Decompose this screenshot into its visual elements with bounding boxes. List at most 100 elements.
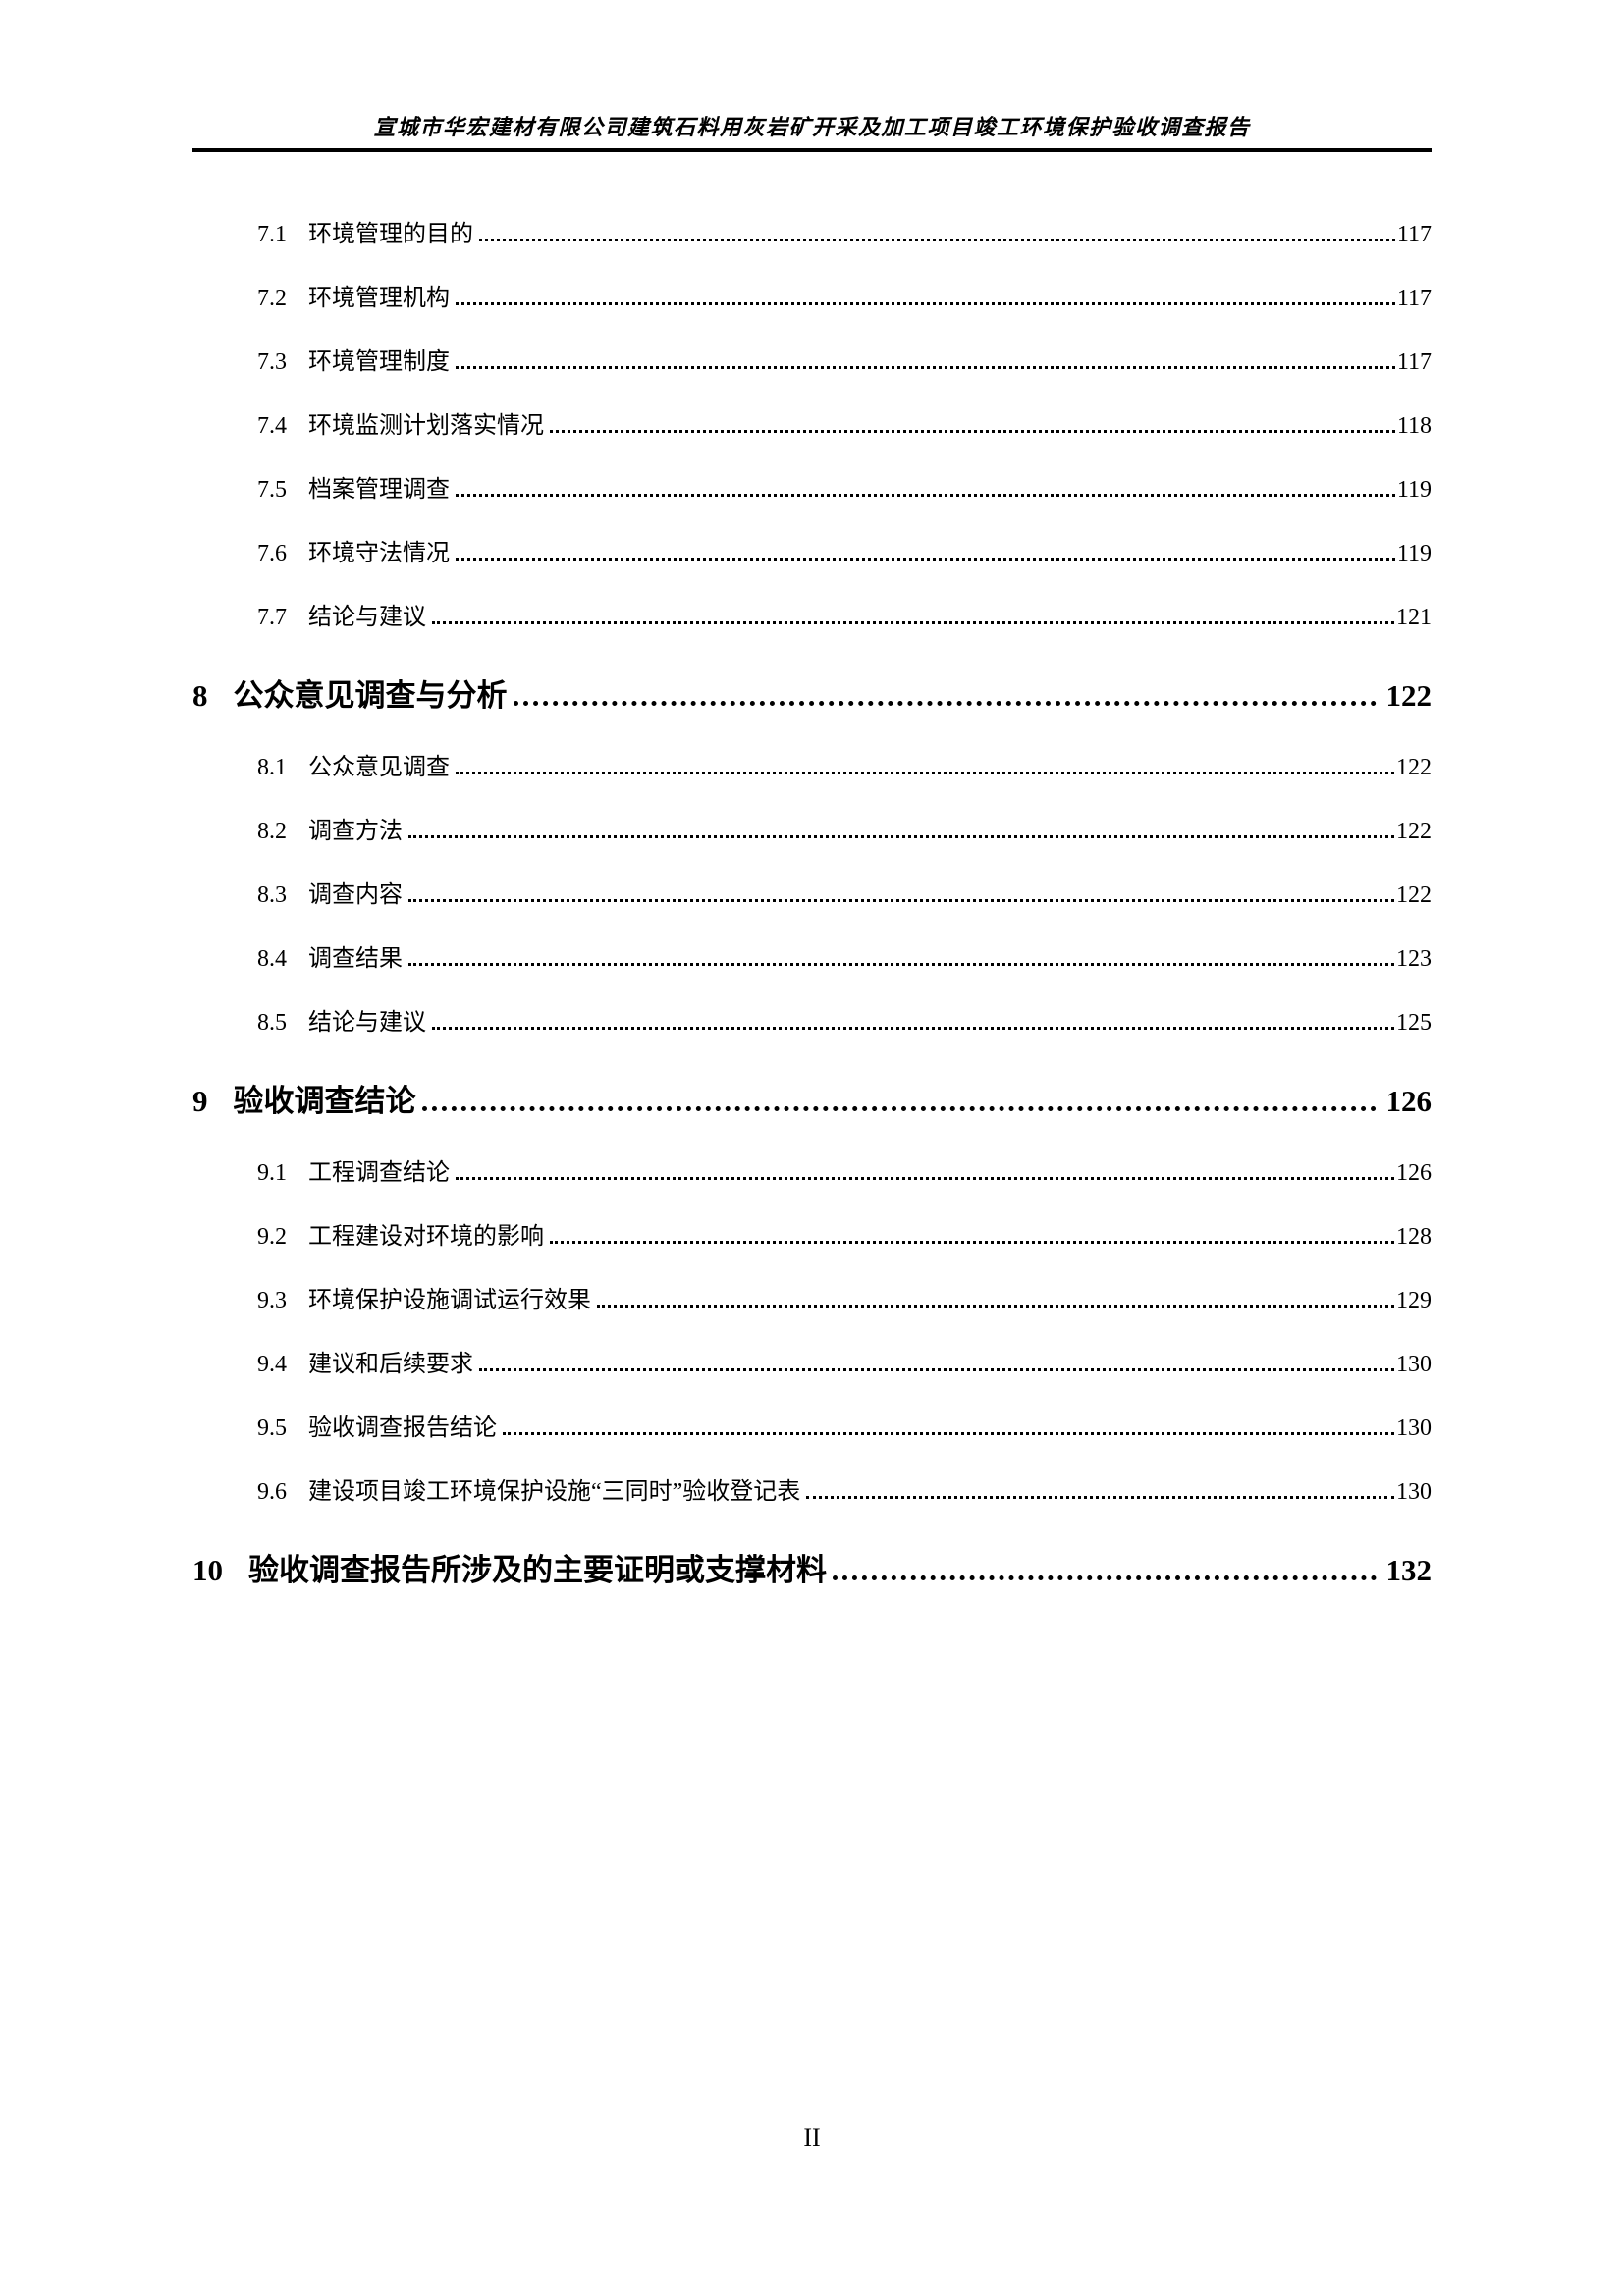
toc-entry-page: 121	[1396, 605, 1432, 630]
toc-entry-title: 公众意见调查	[308, 755, 450, 780]
toc-entry-page: 126	[1385, 1084, 1433, 1118]
dot-leader	[456, 772, 1394, 774]
toc-entry-number: 7.1	[257, 222, 287, 247]
toc-entry-page: 119	[1396, 477, 1432, 503]
dot-leader	[550, 1241, 1394, 1244]
toc-entry-title: 结论与建议	[308, 1010, 426, 1036]
toc-entry-title: 档案管理调查	[308, 477, 450, 503]
toc-entry-number: 9.2	[257, 1224, 287, 1250]
dot-leader	[456, 1177, 1394, 1180]
toc-entry-number: 7.4	[257, 413, 287, 439]
toc-entry-number: 8	[192, 678, 208, 713]
toc-entry-number: 7.2	[257, 286, 287, 311]
toc-entry-page: 118	[1396, 413, 1432, 439]
toc-entry: 7.1 环境管理的目的 117	[192, 192, 1432, 256]
toc-entry-page: 122	[1396, 819, 1432, 844]
toc-entry-page: 117	[1396, 286, 1432, 311]
toc-entry-number: 9.1	[257, 1160, 287, 1186]
toc-entry-page: 117	[1396, 349, 1432, 375]
dot-leader	[432, 621, 1394, 624]
toc-entry-title: 环境管理制度	[308, 349, 450, 375]
toc-entry: 7.7 结论与建议 121	[192, 575, 1432, 639]
toc-entry-title: 环境管理的目的	[308, 222, 473, 247]
dot-leader	[432, 1027, 1394, 1030]
dot-leader	[479, 1368, 1394, 1371]
dot-leader	[456, 366, 1395, 369]
toc-entry-title: 验收调查结论	[233, 1084, 416, 1118]
toc-entry-number: 9	[192, 1084, 208, 1118]
toc-entry-title: 验收调查报告结论	[308, 1415, 497, 1441]
footer-page-number: II	[803, 2123, 821, 2152]
toc-entry-number: 7.7	[257, 605, 287, 630]
toc-entry-title: 调查方法	[308, 819, 403, 844]
toc-entry-page: 122	[1396, 882, 1432, 908]
toc-entry-page: 122	[1385, 678, 1433, 713]
toc-entry-page: 130	[1396, 1415, 1432, 1441]
toc-entry: 9.3 环境保护设施调试运行效果 129	[192, 1258, 1432, 1322]
dot-leader	[597, 1305, 1394, 1308]
toc-entry: 8 公众意见调查与分析 122	[192, 647, 1432, 722]
toc-entry-page: 130	[1396, 1352, 1432, 1377]
toc-entry-page: 128	[1396, 1224, 1432, 1250]
dot-leader	[408, 835, 1394, 838]
dot-leader	[833, 1575, 1377, 1580]
toc-entry: 9.4 建议和后续要求 130	[192, 1322, 1432, 1386]
toc-entry: 7.6 环境守法情况 119	[192, 511, 1432, 575]
toc-entry: 9.6 建设项目竣工环境保护设施“三同时”验收登记表 130	[192, 1450, 1432, 1514]
toc-entry-title: 建议和后续要求	[308, 1352, 473, 1377]
toc-entry-page: 119	[1396, 541, 1432, 566]
toc-entry: 8.1 公众意见调查 122	[192, 725, 1432, 789]
toc-entry: 9.5 验收调查报告结论 130	[192, 1386, 1432, 1450]
toc-entry: 8.5 结论与建议 125	[192, 981, 1432, 1044]
toc-entry-title: 调查内容	[308, 882, 403, 908]
toc-entry-page: 117	[1396, 222, 1432, 247]
dot-leader	[456, 494, 1395, 497]
toc-entry: 8.3 调查内容 122	[192, 853, 1432, 917]
toc-entry-page: 123	[1396, 946, 1432, 972]
dot-leader	[421, 1106, 1377, 1111]
toc-entry-number: 7.6	[257, 541, 287, 566]
toc-entry: 7.4 环境监测计划落实情况 118	[192, 384, 1432, 448]
dot-leader	[456, 558, 1395, 561]
toc-entry-number: 8.1	[257, 755, 287, 780]
toc-entry: 8.2 调查方法 122	[192, 789, 1432, 853]
toc-list: 7.1 环境管理的目的 117 7.2 环境管理机构 117 7.3 环境管理制…	[192, 192, 1432, 1600]
dot-leader	[503, 1432, 1394, 1435]
toc-entry-number: 8.3	[257, 882, 287, 908]
toc-entry-title: 公众意见调查与分析	[233, 678, 508, 713]
toc-entry-number: 9.3	[257, 1288, 287, 1313]
dot-leader	[806, 1496, 1394, 1499]
dot-leader	[513, 701, 1377, 706]
toc-entry-title: 工程调查结论	[308, 1160, 450, 1186]
toc-entry-title: 建设项目竣工环境保护设施“三同时”验收登记表	[308, 1479, 801, 1505]
toc-entry-title: 环境管理机构	[308, 286, 450, 311]
toc-entry: 9.2 工程建设对环境的影响 128	[192, 1195, 1432, 1258]
toc-entry: 7.3 环境管理制度 117	[192, 320, 1432, 384]
toc-entry-title: 环境监测计划落实情况	[308, 413, 544, 439]
dot-leader	[408, 963, 1394, 966]
toc-entry-page: 126	[1396, 1160, 1432, 1186]
toc-entry-number: 8.4	[257, 946, 287, 972]
toc-entry-number: 7.3	[257, 349, 287, 375]
toc-entry-page: 130	[1396, 1479, 1432, 1505]
toc-entry-number: 8.2	[257, 819, 287, 844]
toc-entry-number: 9.4	[257, 1352, 287, 1377]
toc-entry-title: 环境守法情况	[308, 541, 450, 566]
toc-entry: 7.5 档案管理调查 119	[192, 448, 1432, 511]
toc-entry-title: 环境保护设施调试运行效果	[308, 1288, 591, 1313]
header-rule	[192, 148, 1432, 152]
toc-entry-page: 132	[1385, 1553, 1433, 1587]
toc-entry: 8.4 调查结果 123	[192, 917, 1432, 981]
toc-entry: 10 验收调查报告所涉及的主要证明或支撑材料 132	[192, 1522, 1432, 1597]
toc-entry-number: 7.5	[257, 477, 287, 503]
toc-entry-number: 9.5	[257, 1415, 287, 1441]
toc-entry-title: 结论与建议	[308, 605, 426, 630]
toc-entry: 7.2 环境管理机构 117	[192, 256, 1432, 320]
toc-entry-page: 122	[1396, 755, 1432, 780]
dot-leader	[456, 302, 1395, 305]
toc-entry: 9 验收调查结论 126	[192, 1052, 1432, 1128]
toc-entry-title: 验收调查报告所涉及的主要证明或支撑材料	[248, 1553, 827, 1587]
toc-entry-title: 工程建设对环境的影响	[308, 1224, 544, 1250]
toc-entry-page: 129	[1396, 1288, 1432, 1313]
toc-entry-number: 8.5	[257, 1010, 287, 1036]
